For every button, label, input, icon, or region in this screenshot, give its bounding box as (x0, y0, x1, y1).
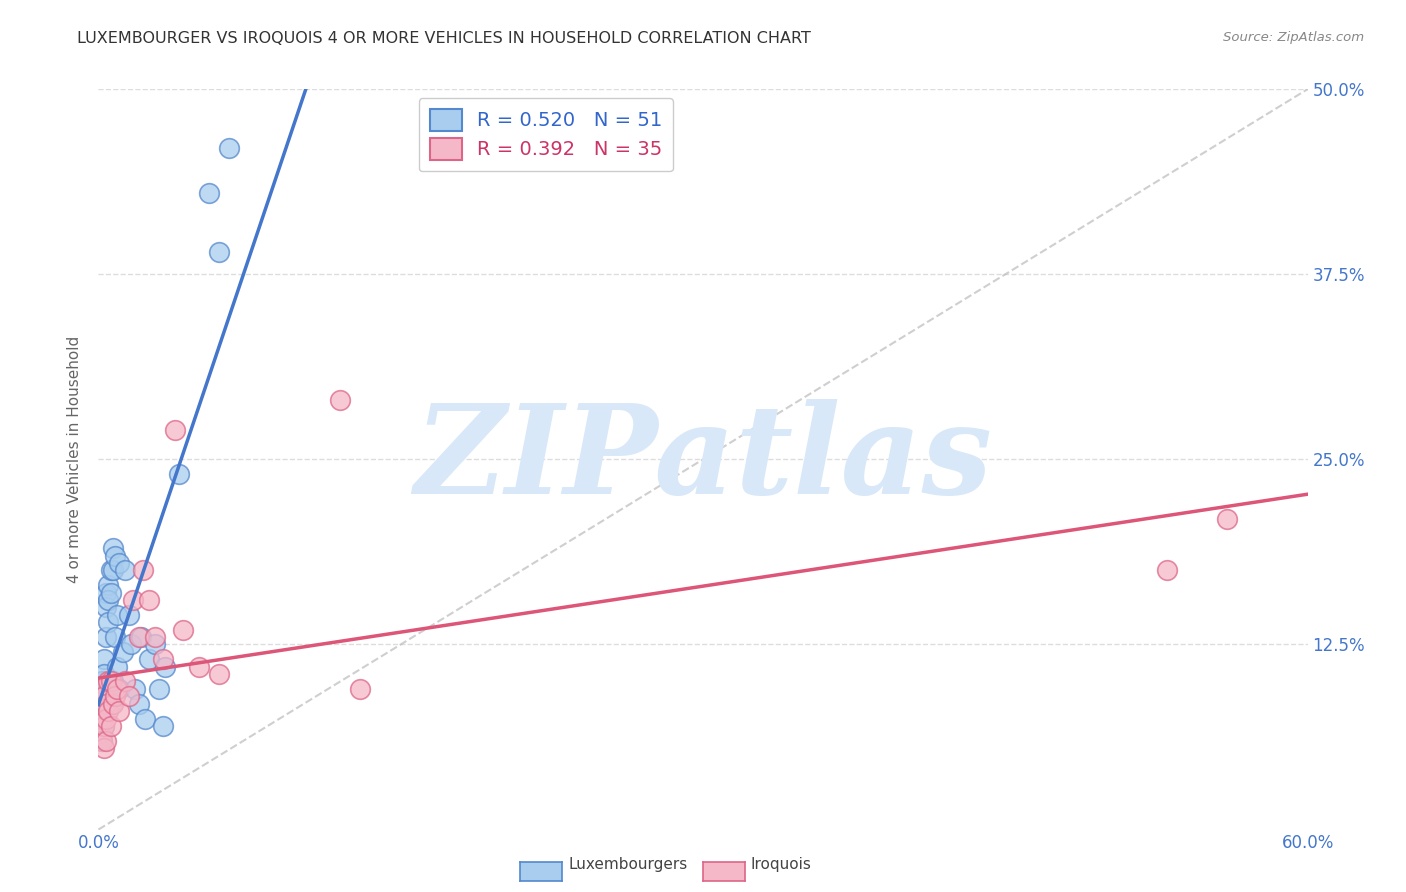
Point (105, 607, 128, 622)
Point (100, 564, 122, 578)
Point (91, 697, 114, 711)
Point (96, 630, 118, 644)
Point (91, 690, 114, 704)
Point (89, 681, 111, 696)
Text: LUXEMBOURGER VS IROQUOIS 4 OR MORE VEHICLES IN HOUSEHOLD CORRELATION CHART: LUXEMBOURGER VS IROQUOIS 4 OR MORE VEHIC… (77, 31, 811, 46)
Point (100, 674, 122, 689)
Point (97, 681, 120, 696)
Point (118, 690, 141, 704)
Point (329, 393, 352, 408)
Point (97, 704, 120, 718)
Point (91, 674, 114, 689)
Point (107, 681, 129, 696)
Point (148, 681, 170, 696)
Point (96, 585, 118, 599)
Point (1216, 511, 1239, 525)
Point (91, 681, 114, 696)
Point (93, 667, 115, 681)
Point (96, 712, 118, 726)
Point (349, 681, 371, 696)
Point (128, 697, 150, 711)
Point (96, 690, 118, 704)
Point (103, 630, 125, 644)
Point (101, 697, 124, 711)
Point (89, 704, 111, 718)
Point (107, 704, 129, 718)
Point (124, 681, 146, 696)
Point (93, 652, 115, 666)
Point (93, 681, 115, 696)
Point (138, 593, 160, 607)
Point (118, 607, 141, 622)
Point (121, 593, 143, 607)
Point (138, 652, 160, 666)
Point (198, 186, 221, 200)
Point (93, 690, 115, 704)
Point (1156, 564, 1178, 578)
Point (91, 712, 114, 726)
Point (97, 593, 120, 607)
Point (93, 704, 115, 718)
Point (93, 741, 115, 756)
Text: ZIPatlas: ZIPatlas (413, 399, 993, 520)
Point (103, 549, 125, 563)
Point (91, 712, 114, 726)
Point (96, 733, 118, 747)
Point (208, 667, 231, 681)
Point (132, 564, 155, 578)
Point (143, 637, 166, 651)
Point (105, 681, 128, 696)
Point (208, 245, 231, 260)
Point (153, 659, 176, 673)
Point (152, 719, 174, 733)
Point (97, 674, 120, 689)
Point (91, 733, 114, 747)
Point (152, 652, 174, 666)
Point (93, 719, 115, 733)
Point (128, 630, 150, 644)
Point (218, 141, 240, 155)
Point (100, 719, 122, 733)
Point (91, 733, 114, 747)
Point (114, 674, 136, 689)
Point (114, 564, 136, 578)
Legend: R = 0.520   N = 51, R = 0.392   N = 35: R = 0.520 N = 51, R = 0.392 N = 35 (419, 98, 672, 171)
Point (167, 467, 190, 482)
Point (172, 623, 194, 637)
Point (134, 712, 156, 726)
Point (120, 637, 142, 651)
Point (100, 697, 122, 711)
Point (163, 423, 186, 437)
Point (111, 645, 134, 659)
Point (101, 564, 124, 578)
Text: Source: ZipAtlas.com: Source: ZipAtlas.com (1223, 31, 1364, 45)
Point (89, 726, 111, 740)
Point (188, 659, 211, 673)
Point (89, 719, 111, 733)
Point (101, 541, 124, 556)
Point (91, 726, 114, 740)
Point (100, 585, 122, 599)
Point (97, 578, 120, 592)
Point (96, 600, 118, 615)
Point (107, 556, 129, 570)
Point (143, 630, 166, 644)
Text: Luxembourgers: Luxembourgers (568, 857, 688, 872)
Point (105, 659, 128, 673)
Point (96, 697, 118, 711)
Point (97, 615, 120, 630)
Point (103, 690, 125, 704)
Point (101, 674, 124, 689)
Y-axis label: 4 or more Vehicles in Household: 4 or more Vehicles in Household (67, 335, 83, 583)
Point (89, 704, 111, 718)
Text: Iroquois: Iroquois (751, 857, 811, 872)
Point (93, 719, 115, 733)
Point (129, 630, 152, 644)
